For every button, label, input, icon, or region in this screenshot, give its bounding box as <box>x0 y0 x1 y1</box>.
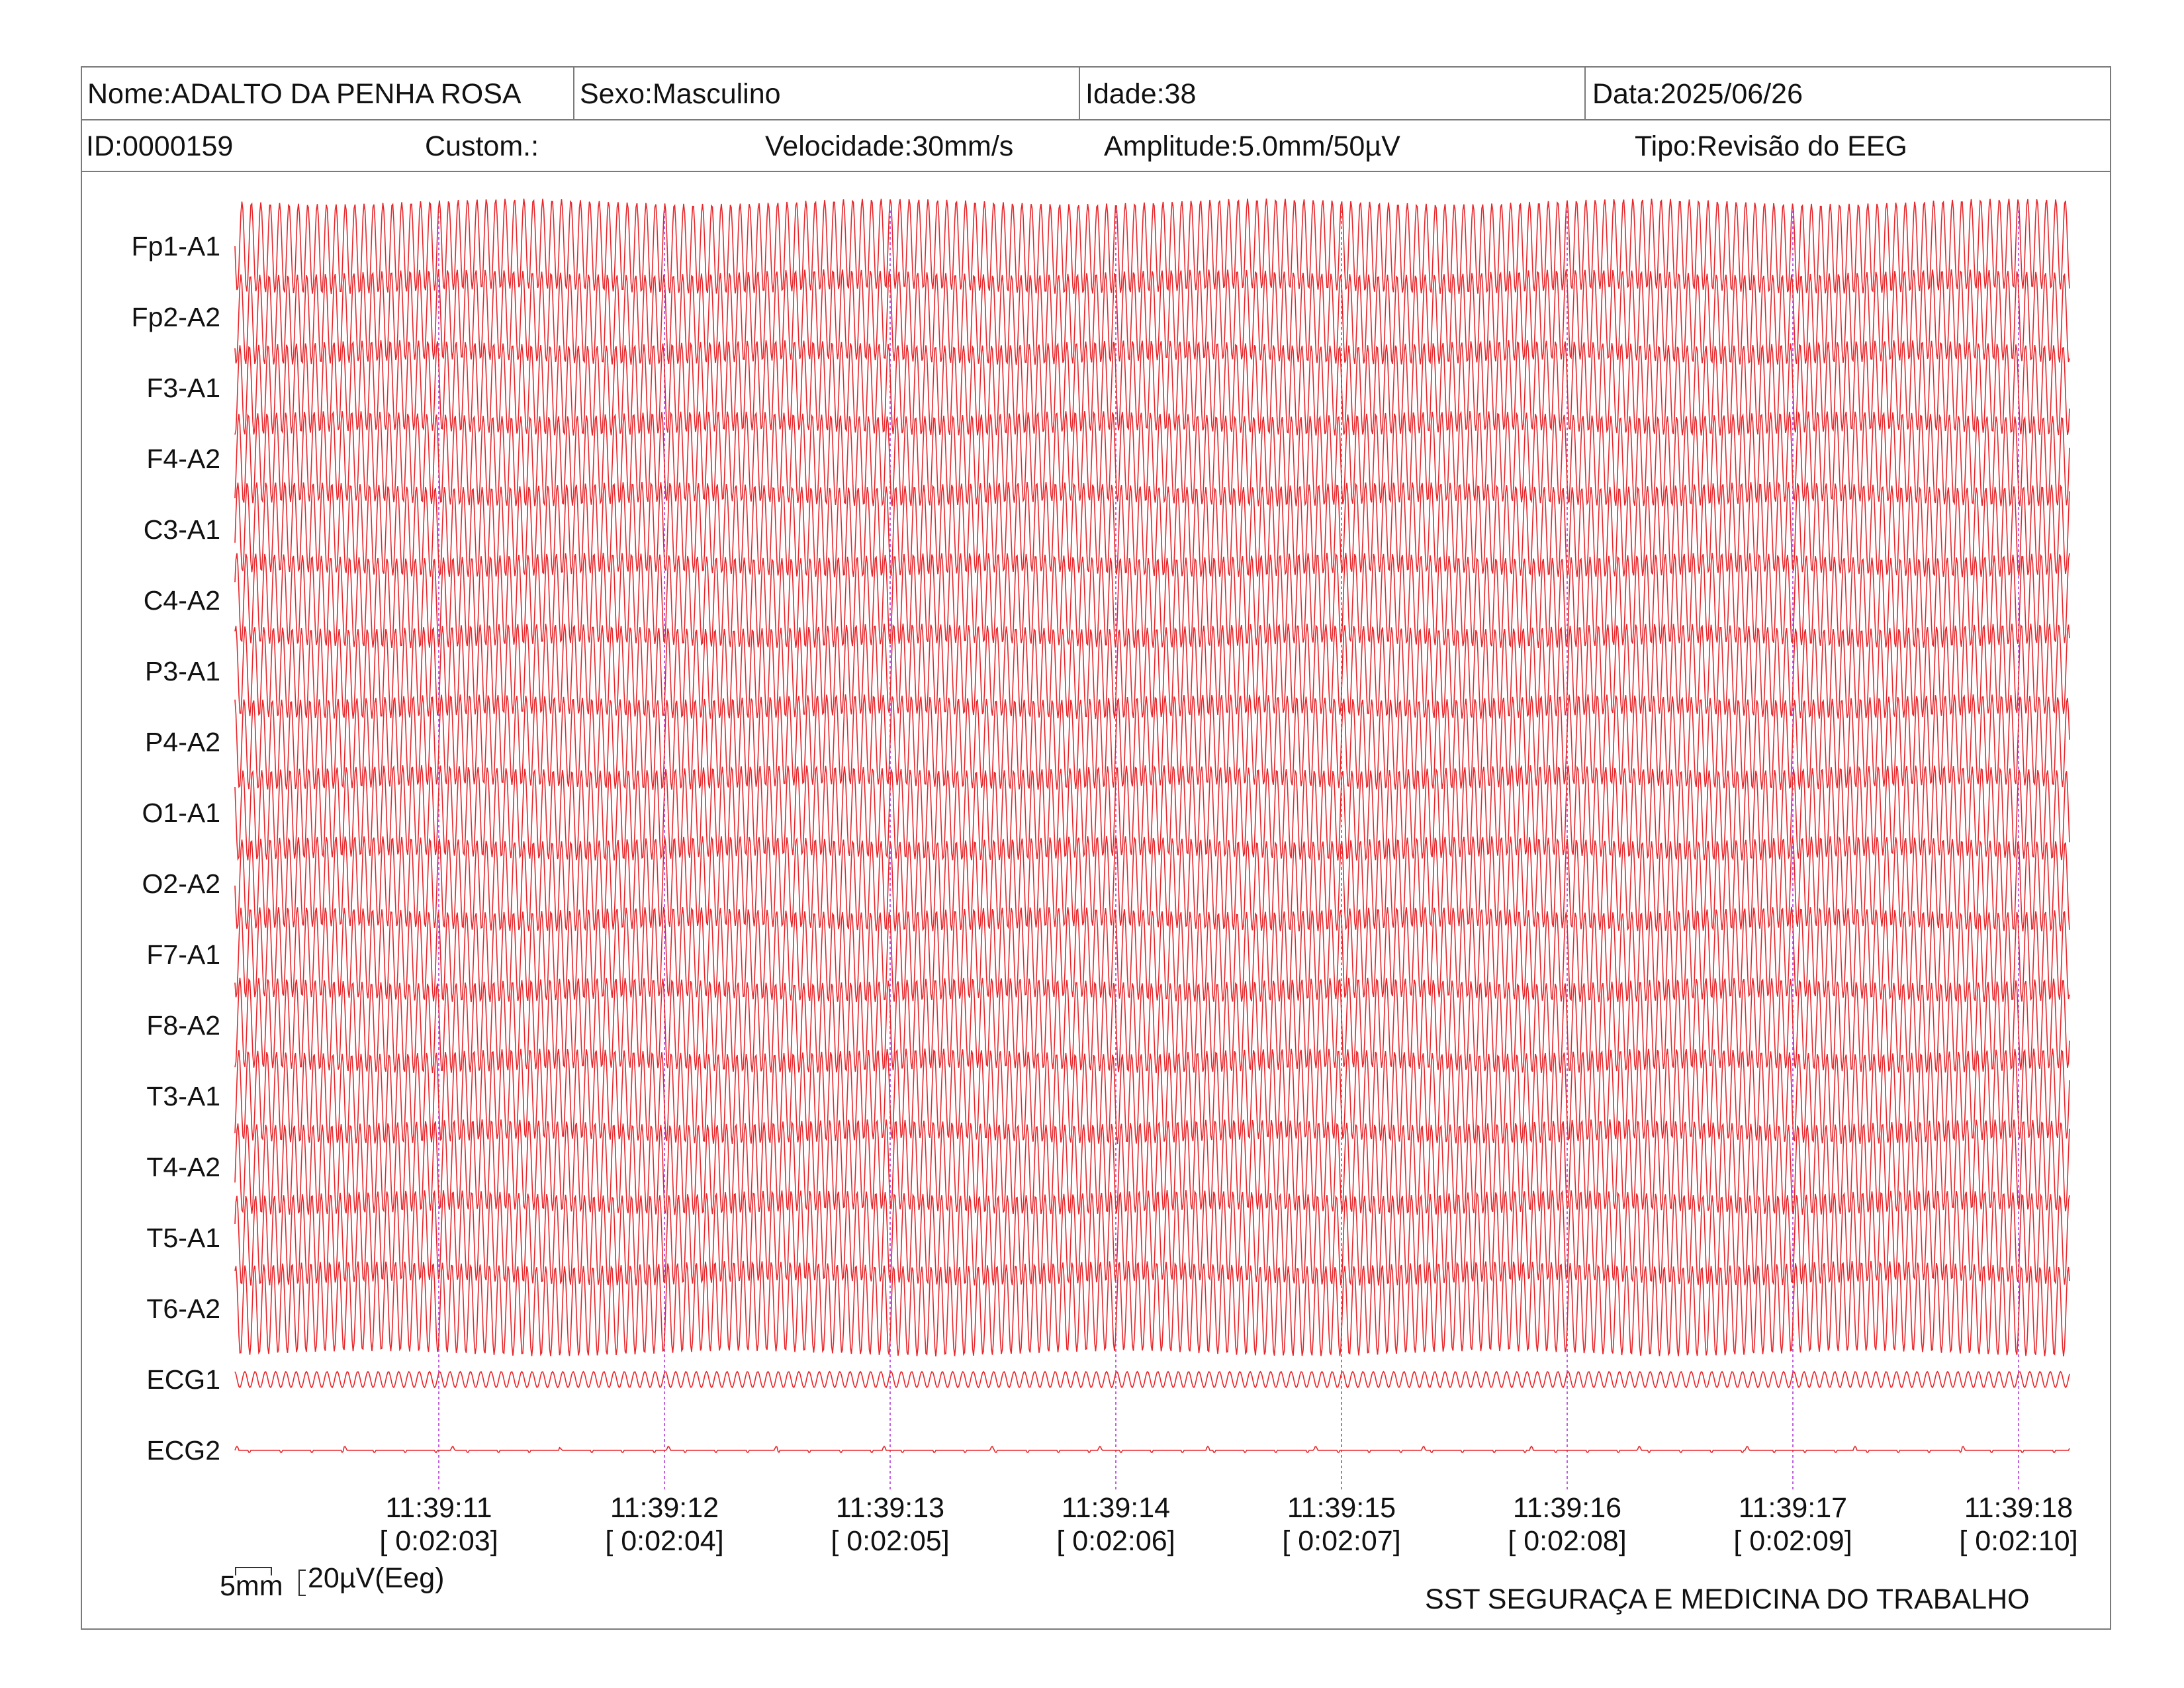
channel-label: P3-A1 <box>145 656 220 686</box>
patient-name: Nome:ADALTO DA PENHA ROSA <box>82 68 574 119</box>
time-elapsed-label: [ 0:02:04] <box>605 1525 723 1557</box>
patient-id: ID:0000159 <box>86 130 234 162</box>
channel-label: Fp2-A2 <box>132 302 220 332</box>
channel-trace <box>234 1190 2070 1286</box>
channel-trace <box>234 1048 2070 1145</box>
time-clock-label: 11:39:13 <box>836 1492 944 1524</box>
channel-trace <box>234 1119 2070 1215</box>
channel-label: P4-A2 <box>145 727 220 757</box>
channel-trace <box>234 623 2070 720</box>
time-elapsed-label: [ 0:02:08] <box>1508 1525 1626 1557</box>
channel-label: F7-A1 <box>146 939 220 970</box>
channel-label: O2-A2 <box>142 868 221 899</box>
amplitude-scale-bracket <box>298 1570 306 1596</box>
channel-label: F3-A1 <box>146 373 220 403</box>
time-clock-label: 11:39:12 <box>610 1492 719 1524</box>
channel-label: T5-A1 <box>146 1223 220 1253</box>
time-clock-label: 11:39:17 <box>1739 1492 1847 1524</box>
time-clock-label: 11:39:18 <box>1964 1492 2073 1524</box>
time-elapsed-label: [ 0:02:09] <box>1733 1525 1852 1557</box>
time-clock-label: 11:39:15 <box>1287 1492 1396 1524</box>
time-elapsed-label: [ 0:02:03] <box>379 1525 498 1557</box>
channel-trace <box>234 481 2070 578</box>
channel-trace <box>234 269 2070 365</box>
report-frame: Nome:ADALTO DA PENHA ROSA Sexo:Masculino… <box>81 66 2111 1630</box>
channel-trace <box>234 906 2070 1003</box>
channel-label: F4-A2 <box>146 444 220 474</box>
channel-trace <box>234 198 2070 295</box>
time-scale-label: 5mm <box>220 1570 283 1602</box>
exam-type: Tipo:Revisão do EEG <box>1635 130 1907 162</box>
exam-date: Data:2025/06/26 <box>1592 78 1803 110</box>
channel-label: T3-A1 <box>146 1081 220 1111</box>
patient-age: Idade:38 <box>1080 68 1586 119</box>
channel-label: ECG1 <box>146 1364 220 1395</box>
channel-trace <box>234 552 2070 649</box>
recording-amplitude: Amplitude:5.0mm/50µV <box>1104 130 1400 162</box>
channel-trace <box>234 977 2070 1073</box>
header-row-patient: Nome:ADALTO DA PENHA ROSA Sexo:Masculino… <box>82 68 2110 120</box>
channel-label: F8-A2 <box>146 1010 220 1041</box>
channel-label: T6-A2 <box>146 1293 220 1324</box>
clinic-name: SST SEGURAÇA E MEDICINA DO TRABALHO <box>1425 1583 2030 1615</box>
time-elapsed-label: [ 0:02:07] <box>1282 1525 1400 1557</box>
time-clock-label: 11:39:14 <box>1062 1492 1170 1524</box>
recording-speed: Velocidade:30mm/s <box>765 130 1014 162</box>
time-scale-bracket <box>235 1567 272 1575</box>
channel-trace <box>234 1445 2070 1454</box>
channel-label: ECG2 <box>146 1435 220 1466</box>
time-clock-label: 11:39:16 <box>1513 1492 1621 1524</box>
channel-label: O1-A1 <box>142 798 221 828</box>
channel-label: Fp1-A1 <box>132 231 220 261</box>
time-elapsed-label: [ 0:02:10] <box>1959 1525 2077 1557</box>
channel-trace <box>234 835 2070 932</box>
channel-trace <box>234 1370 2070 1389</box>
channel-trace <box>234 410 2070 507</box>
channel-label: T4-A2 <box>146 1152 220 1182</box>
channel-trace <box>234 340 2070 436</box>
time-clock-label: 11:39:11 <box>386 1492 492 1524</box>
patient-sex: Sexo:Masculino <box>574 68 1080 119</box>
channel-label: C3-A1 <box>144 514 220 545</box>
header-row-exam: ID:0000159 Custom.: Velocidade:30mm/s Am… <box>82 120 2110 172</box>
channel-trace <box>234 694 2070 790</box>
time-elapsed-label: [ 0:02:05] <box>831 1525 949 1557</box>
channel-trace <box>234 765 2070 861</box>
custom-field: Custom.: <box>425 130 539 162</box>
amplitude-scale-label: 20µV(Eeg) <box>308 1562 445 1594</box>
channel-trace <box>234 1260 2070 1357</box>
time-elapsed-label: [ 0:02:06] <box>1056 1525 1175 1557</box>
channel-label: C4-A2 <box>144 585 220 616</box>
